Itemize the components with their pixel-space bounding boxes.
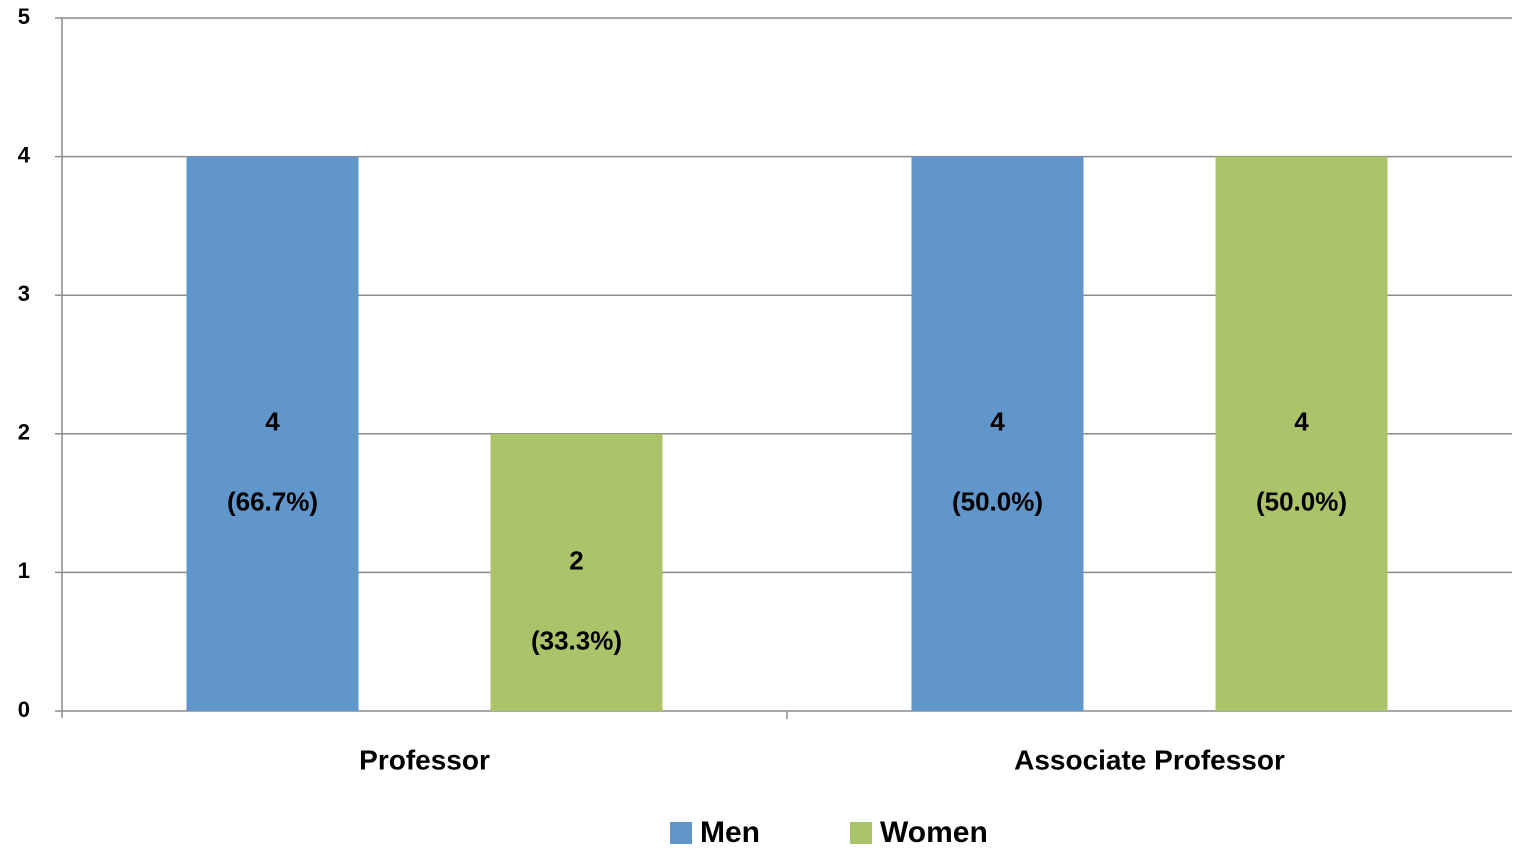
y-tick-label: 2	[18, 420, 30, 445]
y-tick-label: 4	[18, 142, 31, 167]
percent-label: (50.0%)	[1256, 487, 1347, 517]
legend-swatch	[670, 822, 692, 844]
bar	[186, 156, 359, 712]
legend-label: Women	[880, 816, 988, 849]
y-tick-label: 3	[18, 281, 30, 306]
x-tick-label: Associate Professor	[1014, 744, 1285, 775]
legend-label: Men	[700, 816, 760, 849]
percent-label: (50.0%)	[952, 487, 1043, 517]
data-label: 4	[1294, 407, 1309, 437]
percent-label: (66.7%)	[227, 487, 318, 517]
percent-label: (33.3%)	[531, 625, 622, 655]
bar	[911, 156, 1084, 712]
y-tick-label: 5	[18, 4, 30, 29]
x-tick-label: Professor	[359, 744, 490, 775]
bar	[1215, 156, 1388, 712]
data-label: 2	[569, 545, 583, 575]
legend-swatch	[850, 822, 872, 844]
y-tick-label: 1	[18, 558, 30, 583]
bar	[490, 433, 663, 711]
data-label: 4	[265, 407, 280, 437]
y-tick-label: 0	[18, 697, 30, 722]
data-label: 4	[990, 407, 1005, 437]
